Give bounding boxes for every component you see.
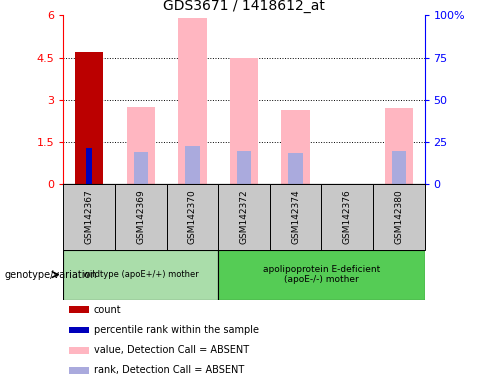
Bar bbox=[392, 151, 406, 184]
Bar bbox=[373, 184, 425, 250]
Text: GSM142372: GSM142372 bbox=[240, 190, 248, 244]
Bar bbox=[68, 347, 89, 354]
Text: GSM142370: GSM142370 bbox=[188, 190, 197, 244]
Bar bbox=[63, 250, 218, 300]
Text: percentile rank within the sample: percentile rank within the sample bbox=[94, 325, 259, 335]
Bar bbox=[127, 107, 155, 184]
Text: GSM142376: GSM142376 bbox=[343, 190, 352, 244]
Bar bbox=[134, 152, 148, 184]
Title: GDS3671 / 1418612_at: GDS3671 / 1418612_at bbox=[163, 0, 325, 13]
Bar bbox=[270, 184, 322, 250]
Bar bbox=[282, 110, 310, 184]
Bar bbox=[178, 18, 206, 184]
Text: GSM142369: GSM142369 bbox=[136, 190, 145, 244]
Text: genotype/variation: genotype/variation bbox=[5, 270, 98, 280]
Bar bbox=[68, 306, 89, 313]
Bar bbox=[68, 326, 89, 333]
Bar bbox=[86, 148, 92, 184]
Bar bbox=[68, 367, 89, 374]
Text: wildtype (apoE+/+) mother: wildtype (apoE+/+) mother bbox=[83, 270, 199, 279]
Bar bbox=[385, 108, 413, 184]
Text: GSM142380: GSM142380 bbox=[394, 190, 403, 244]
Bar bbox=[115, 184, 166, 250]
Bar bbox=[63, 184, 115, 250]
Bar bbox=[75, 52, 103, 184]
Text: value, Detection Call = ABSENT: value, Detection Call = ABSENT bbox=[94, 345, 249, 355]
Bar bbox=[288, 153, 303, 184]
Text: rank, Detection Call = ABSENT: rank, Detection Call = ABSENT bbox=[94, 366, 244, 376]
Text: apolipoprotein E-deficient
(apoE-/-) mother: apolipoprotein E-deficient (apoE-/-) mot… bbox=[263, 265, 380, 284]
Bar bbox=[166, 184, 218, 250]
Bar bbox=[218, 250, 425, 300]
Bar bbox=[185, 146, 200, 184]
Text: count: count bbox=[94, 305, 122, 314]
Bar bbox=[230, 58, 258, 184]
Text: GSM142374: GSM142374 bbox=[291, 190, 300, 244]
Bar bbox=[322, 184, 373, 250]
Bar bbox=[218, 184, 270, 250]
Text: GSM142367: GSM142367 bbox=[85, 190, 94, 244]
Bar bbox=[237, 151, 251, 184]
